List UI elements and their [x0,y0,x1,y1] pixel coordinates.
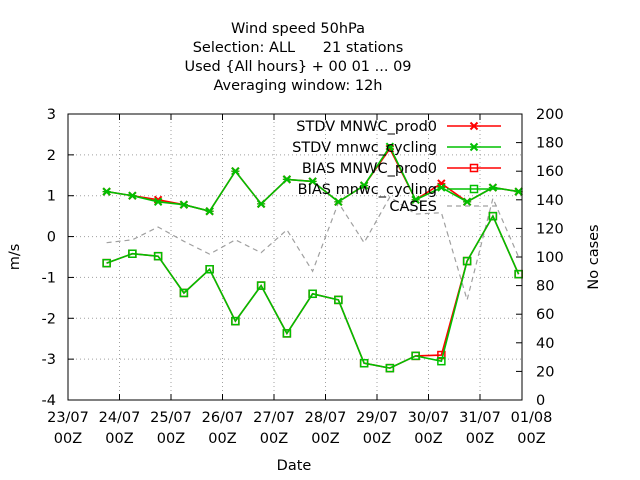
series-1-point [256,199,266,209]
series-3-point [437,356,446,366]
legend-label: BIAS mnwc_cycling [298,182,437,198]
x-tick-label-hour: 00Z [208,431,236,447]
legend: STDV MNWC_prod0 STDV mnwc_cycling BIAS MNW… [292,119,501,215]
legend-label: STDV mnwc_cycling [292,140,437,156]
x-tick-label-hour: 00Z [157,431,185,447]
series-1-point [488,183,498,192]
series-3-point [231,316,240,326]
series-line-3 [106,214,520,369]
series-3-point [462,256,472,266]
series-1-point [282,175,292,184]
series-3-point [359,358,369,368]
series-3-point [308,289,317,299]
x-tick-label-date: 25/07 [150,410,192,426]
x-tick-label-date: 24/07 [99,410,141,426]
series-3-point [334,295,343,305]
series-line-0 [106,147,519,213]
y2-tick-label: 120 [536,221,564,237]
legend-label: STDV MNWC_prod0 [296,119,437,135]
legend-marker [469,163,479,173]
y-tick-label: 3 [47,107,56,123]
y2-tick-label: 140 [536,193,564,209]
x-tick-label-date: 26/07 [202,410,244,426]
series-3-point [205,265,214,274]
chart-title-line-1: Wind speed 50hPa [231,21,365,37]
series-1-point [359,181,369,190]
series-3-point [282,329,292,338]
x-tick-label-hour: 00Z [517,431,545,447]
y-tick-label: -1 [42,270,56,286]
chart-title-line-4: Averaging window: 12h [213,78,382,94]
x-tick-label-date: 01/08 [511,410,553,426]
x-tick-label-date: 30/07 [408,410,450,426]
legend-marker [469,184,479,194]
legend-label: CASES [389,199,437,215]
x-tick-label-date: 27/07 [253,410,295,426]
y-axis-label: m/s [7,244,23,271]
cases-series [106,196,520,303]
series-1-point [128,191,137,200]
y2-tick-label: 60 [536,307,554,323]
series-1-point [514,187,523,196]
y2-axis-label: No cases [586,224,602,289]
y2-tick-label: 40 [536,336,554,352]
series-1-point [231,166,240,176]
series-3-point [256,281,266,290]
series-1-point [462,197,472,207]
series-1-point [179,200,189,209]
y-tick-label: -2 [42,311,56,327]
legend-marker [469,121,479,131]
x-tick-label-hour: 00Z [466,431,494,447]
chart-title: Wind speed 50hPa Selection: ALL 21 stati… [184,21,411,94]
x-tick-label-date: 29/07 [356,410,398,426]
series-1-point [153,197,163,207]
y2-tick-label: 160 [536,164,564,180]
y-tick-label: 2 [47,148,56,164]
x-tick-label-date: 23/07 [47,410,89,426]
series-1-point [437,183,446,192]
series-line-4 [106,196,520,303]
y-tick-label: -4 [42,393,56,409]
y2-tick-label: 20 [536,364,554,380]
series-3-point [153,251,163,261]
series-1-point [205,207,214,216]
data-series [102,142,523,373]
axes: -4 -3 -2 -1 0 1 2 3 0 20 40 60 80 100 120 140 160 180 200 2… [42,107,564,447]
series-1-point [308,177,317,186]
x-tick-label-date: 28/07 [305,410,347,426]
y-tick-label: -3 [42,352,56,368]
y-tick-label: 1 [47,189,56,205]
legend-marker [469,142,479,152]
y2-tick-label: 0 [536,393,545,409]
x-tick-label-hour: 00Z [363,431,391,447]
x-tick-label-hour: 00Z [311,431,339,447]
series-1-point [411,195,420,205]
series-3-point [411,351,420,361]
y2-tick-label: 180 [536,136,564,152]
y2-tick-label: 100 [536,250,564,266]
chart-title-line-3: Used {All hours} + 00 01 ... 09 [184,59,411,75]
series-3-point [128,249,137,258]
chart-title-line-2: Selection: ALL 21 stations [193,40,404,56]
y2-tick-label: 200 [536,107,564,123]
series-1-point [334,197,343,207]
x-tick-label-hour: 00Z [54,431,82,447]
y-tick-label: 0 [47,230,56,246]
series-3-point [488,211,498,221]
x-tick-label-date: 31/07 [459,410,501,426]
series-1-point [385,142,395,151]
x-axis-label: Date [277,458,312,474]
series-3-point [102,258,111,268]
x-tick-label-hour: 00Z [260,431,288,447]
series-3-point [385,363,395,373]
x-tick-label-hour: 00Z [414,431,442,447]
x-tick-label-hour: 00Z [105,431,133,447]
y2-tick-label: 80 [536,279,554,295]
series-1-point [102,187,111,196]
legend-label: BIAS MNWC_prod0 [302,161,437,177]
series-line-2 [106,214,520,369]
series-3-point [179,288,189,298]
